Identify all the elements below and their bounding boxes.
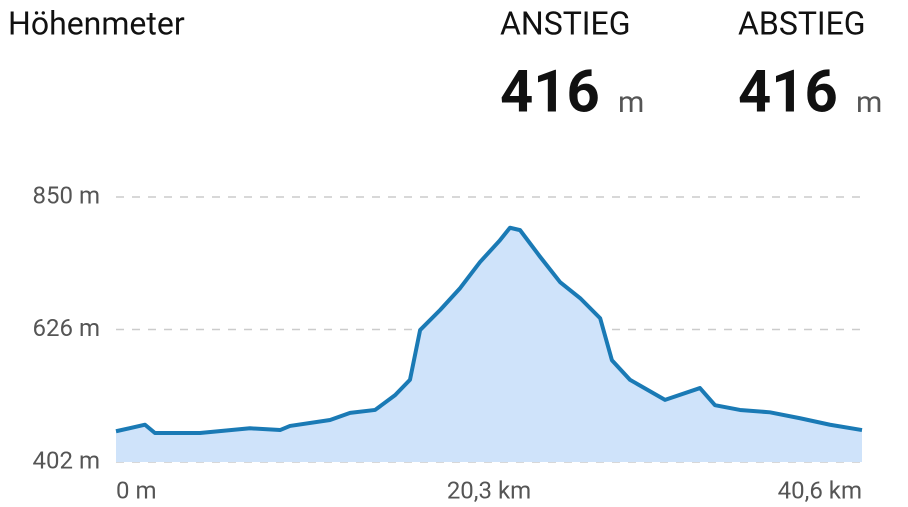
y-tick-label: 850 m xyxy=(33,181,100,209)
stat-value: 416 xyxy=(500,58,600,126)
stat-label: ABSTIEG xyxy=(738,4,866,42)
stat-unit: m xyxy=(618,85,644,120)
stat-value: 416 xyxy=(738,58,838,126)
x-tick-label: 40,6 km xyxy=(778,476,862,504)
x-tick-label: 20,3 km xyxy=(447,476,531,504)
stat-label: ANSTIEG xyxy=(500,4,630,42)
area xyxy=(116,227,862,462)
line xyxy=(115,225,863,436)
y-tick-label: 626 m xyxy=(33,314,100,342)
x-tick-label: 0 m xyxy=(116,476,157,504)
chart-title: Höhenmeter xyxy=(8,4,185,42)
y-tick-label: 402 m xyxy=(33,446,100,474)
stat-unit: m xyxy=(856,85,882,120)
